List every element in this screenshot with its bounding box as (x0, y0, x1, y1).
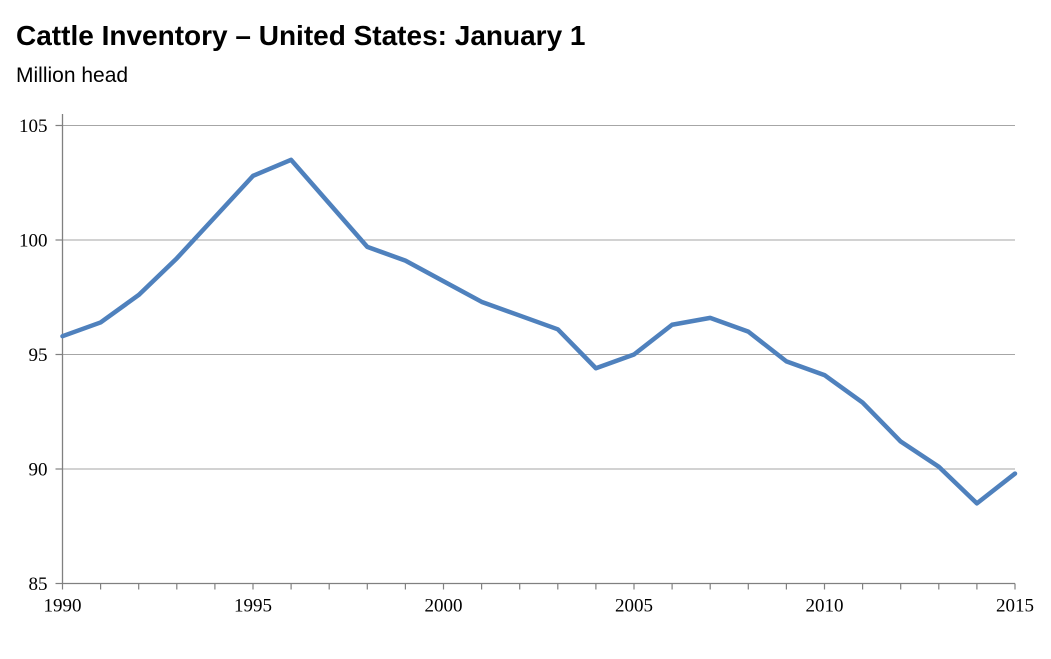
x-tick-label-1995: 1995 (234, 596, 272, 617)
chart-title: Cattle Inventory – United States: Januar… (16, 20, 586, 51)
cattle-inventory-series-line (60, 157, 1018, 506)
y-axis-units-caption: Million head (16, 64, 129, 87)
y-tick-label-105: 105 (19, 116, 48, 137)
x-tick-label-2010: 2010 (806, 596, 844, 617)
x-tick-label-1990: 1990 (44, 596, 82, 617)
y-tick-label-85: 85 (29, 574, 48, 595)
y-tick-label-90: 90 (29, 460, 48, 481)
y-tick-label-95: 95 (29, 345, 48, 366)
y-tick-label-100: 100 (19, 231, 48, 252)
x-tick-label-2000: 2000 (425, 596, 463, 617)
x-tick-label-2015: 2015 (996, 596, 1034, 617)
x-tick-label-2005: 2005 (615, 596, 653, 617)
